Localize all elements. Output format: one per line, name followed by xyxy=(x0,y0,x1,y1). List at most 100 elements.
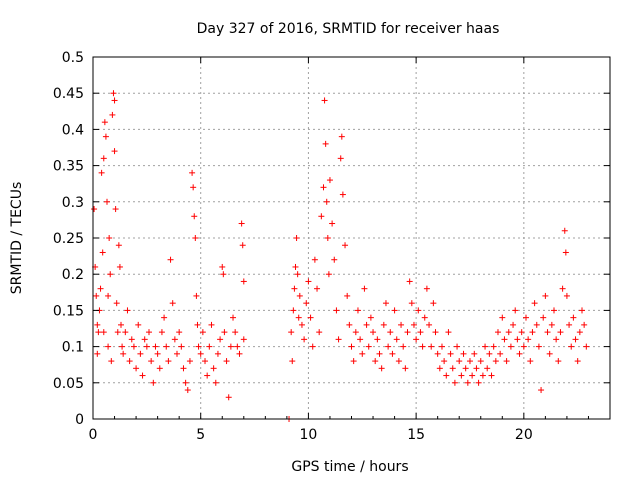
data-point xyxy=(182,379,189,386)
data-point xyxy=(570,314,577,321)
data-point xyxy=(475,379,482,386)
data-point xyxy=(194,321,201,328)
data-point xyxy=(494,329,501,336)
y-tick-label: 0.35 xyxy=(53,159,84,175)
data-point xyxy=(107,271,114,278)
data-point xyxy=(339,191,346,198)
data-point xyxy=(404,329,411,336)
data-point xyxy=(430,300,437,307)
data-point xyxy=(124,307,131,314)
data-point xyxy=(525,336,532,343)
data-point xyxy=(477,358,484,365)
data-point xyxy=(550,307,557,314)
data-point xyxy=(365,343,372,350)
data-point xyxy=(408,300,415,307)
data-point xyxy=(197,350,204,357)
data-point xyxy=(557,329,564,336)
data-point xyxy=(492,358,499,365)
data-point xyxy=(221,329,228,336)
data-point xyxy=(363,321,370,328)
data-point xyxy=(507,343,514,350)
data-point xyxy=(192,235,199,241)
data-point xyxy=(290,307,297,314)
data-point xyxy=(329,220,336,227)
plot-frame xyxy=(92,56,611,420)
data-point xyxy=(449,365,456,372)
data-point xyxy=(139,372,146,379)
y-tick-label: 0.05 xyxy=(53,376,84,392)
data-point xyxy=(167,256,174,263)
data-point xyxy=(387,329,394,336)
data-point xyxy=(533,321,540,328)
data-point xyxy=(152,343,159,350)
data-point xyxy=(484,365,491,372)
y-tick-label: 0.4 xyxy=(62,122,84,138)
data-point xyxy=(232,329,239,336)
data-point xyxy=(220,271,227,278)
data-point xyxy=(324,235,331,241)
data-point xyxy=(348,343,355,350)
data-point xyxy=(352,329,359,336)
data-point xyxy=(184,387,191,394)
data-point xyxy=(385,343,392,350)
data-point xyxy=(325,271,332,278)
data-point xyxy=(338,133,345,140)
data-point xyxy=(410,321,417,328)
data-point xyxy=(217,336,224,343)
y-tick-label: 0.2 xyxy=(62,267,84,283)
data-point xyxy=(335,336,342,343)
data-point xyxy=(555,358,562,365)
data-point xyxy=(471,350,478,357)
data-point xyxy=(469,372,476,379)
data-point xyxy=(104,198,111,205)
data-point xyxy=(100,155,107,162)
data-point xyxy=(106,235,113,241)
data-point xyxy=(333,307,340,314)
data-point xyxy=(576,329,583,336)
x-tick-label: 20 xyxy=(515,427,533,443)
data-point xyxy=(143,343,150,350)
data-point xyxy=(94,321,101,328)
data-point xyxy=(486,350,493,357)
y-tick-label: 0.1 xyxy=(62,340,84,356)
data-point xyxy=(331,256,338,263)
data-point xyxy=(156,365,163,372)
data-point xyxy=(432,329,439,336)
data-point xyxy=(542,292,549,299)
data-point xyxy=(490,343,497,350)
data-point xyxy=(572,336,579,343)
data-point xyxy=(98,169,105,176)
data-point xyxy=(126,358,133,365)
data-point xyxy=(563,292,570,299)
data-point xyxy=(174,350,181,357)
data-point xyxy=(460,350,467,357)
data-point xyxy=(292,263,299,270)
y-axis-label: SRMTID / TECUs xyxy=(9,182,25,295)
data-point xyxy=(212,379,219,386)
data-point xyxy=(395,358,402,365)
y-tick-label: 0 xyxy=(75,412,84,428)
data-point xyxy=(236,350,243,357)
data-point xyxy=(116,263,123,270)
data-point xyxy=(238,220,245,227)
data-point xyxy=(234,343,241,350)
data-point xyxy=(122,329,129,336)
data-point xyxy=(456,358,463,365)
data-point xyxy=(321,97,328,104)
data-point xyxy=(503,358,510,365)
data-point xyxy=(535,343,542,350)
data-point xyxy=(417,329,424,336)
data-point xyxy=(293,235,300,241)
data-point xyxy=(370,329,377,336)
data-point xyxy=(561,227,568,234)
data-point xyxy=(374,336,381,343)
data-point xyxy=(97,285,104,292)
data-point xyxy=(114,329,121,336)
data-point xyxy=(398,321,405,328)
data-point xyxy=(316,329,323,336)
data-point xyxy=(202,358,209,365)
data-point xyxy=(148,358,155,365)
data-point xyxy=(553,336,560,343)
data-point xyxy=(406,278,413,285)
data-point xyxy=(100,329,107,336)
